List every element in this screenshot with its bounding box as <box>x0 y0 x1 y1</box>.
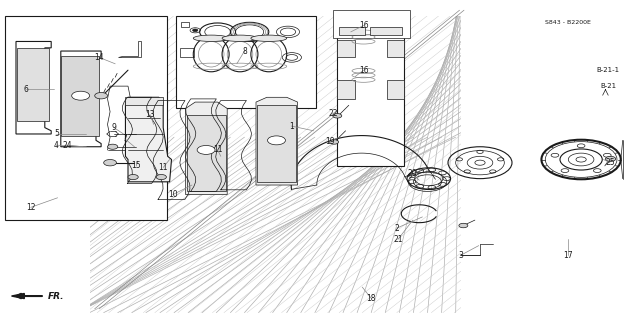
Bar <box>370 27 402 35</box>
Bar <box>461 0 640 319</box>
Text: B-21: B-21 <box>600 83 616 89</box>
Text: B-21-1: B-21-1 <box>596 67 620 73</box>
Bar <box>257 105 296 182</box>
Bar <box>90 10 464 313</box>
Circle shape <box>333 114 342 118</box>
Circle shape <box>72 91 90 100</box>
Bar <box>0 0 90 319</box>
Text: 22: 22 <box>328 109 337 118</box>
Ellipse shape <box>193 35 229 41</box>
Text: 7: 7 <box>122 134 127 143</box>
Text: 16: 16 <box>358 66 369 75</box>
Circle shape <box>330 140 339 144</box>
Text: 3: 3 <box>458 251 463 260</box>
Text: 1: 1 <box>289 122 294 130</box>
Circle shape <box>197 145 215 154</box>
Polygon shape <box>256 97 298 185</box>
Circle shape <box>156 174 166 180</box>
Bar <box>5 16 167 220</box>
Bar <box>337 40 355 57</box>
Text: 25: 25 <box>605 158 615 167</box>
Text: 18: 18 <box>367 294 376 303</box>
Circle shape <box>268 136 285 145</box>
Circle shape <box>475 160 485 165</box>
Bar <box>17 48 49 121</box>
Circle shape <box>605 156 616 161</box>
Bar <box>0 0 640 16</box>
Ellipse shape <box>251 35 287 41</box>
Bar <box>387 80 404 99</box>
Text: 12: 12 <box>26 203 35 212</box>
Text: 19: 19 <box>324 137 335 146</box>
Circle shape <box>104 160 116 166</box>
Text: 15: 15 <box>131 161 141 170</box>
Text: 21: 21 <box>394 235 403 244</box>
Polygon shape <box>125 97 172 182</box>
Text: 10: 10 <box>168 190 178 199</box>
Text: 4: 4 <box>54 141 59 150</box>
Bar <box>176 16 316 108</box>
Circle shape <box>95 93 108 99</box>
Text: FR.: FR. <box>48 292 65 300</box>
Bar <box>387 40 404 57</box>
Polygon shape <box>16 41 51 134</box>
Circle shape <box>193 29 198 32</box>
Text: 11: 11 <box>159 163 168 172</box>
Circle shape <box>108 144 118 149</box>
Text: 11: 11 <box>213 145 222 154</box>
Bar <box>180 48 194 57</box>
Text: S843 - B2200E: S843 - B2200E <box>545 20 591 25</box>
Polygon shape <box>61 51 101 147</box>
Bar <box>125 97 163 105</box>
Bar <box>61 56 99 136</box>
Bar <box>333 10 410 38</box>
Text: 20: 20 <box>408 169 418 178</box>
Text: 6: 6 <box>23 85 28 94</box>
Bar <box>337 80 355 99</box>
Text: 8: 8 <box>242 47 247 56</box>
Bar <box>187 115 226 191</box>
Polygon shape <box>12 293 24 299</box>
Text: 13: 13 <box>145 110 156 119</box>
Text: 17: 17 <box>563 251 573 260</box>
Text: 14: 14 <box>94 53 104 62</box>
Text: 2: 2 <box>394 224 399 233</box>
Ellipse shape <box>222 35 258 41</box>
Polygon shape <box>181 22 189 27</box>
Text: 24: 24 <box>62 141 72 150</box>
Text: 9: 9 <box>111 123 116 132</box>
Polygon shape <box>186 102 227 195</box>
Bar <box>337 13 404 166</box>
Text: 5: 5 <box>54 130 59 138</box>
Polygon shape <box>118 41 141 57</box>
Circle shape <box>459 223 468 228</box>
Circle shape <box>576 157 586 162</box>
Text: 16: 16 <box>358 21 369 30</box>
Circle shape <box>128 174 138 180</box>
Bar <box>339 27 365 35</box>
Bar <box>0 313 640 319</box>
